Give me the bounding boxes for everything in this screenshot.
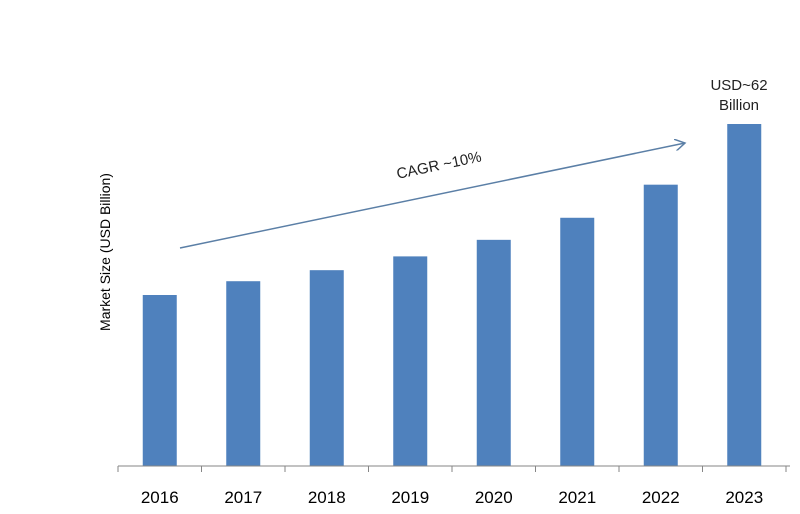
x-axis-ticks (117, 466, 787, 472)
x-tick-label-2020: 2020 (475, 488, 513, 507)
bar-2022 (643, 184, 678, 466)
last-bar-value-label-line1: USD~62 (710, 77, 767, 94)
bar-2016 (142, 295, 177, 466)
bars (142, 124, 762, 466)
x-tick-label-2016: 2016 (141, 488, 179, 507)
bar-2017 (226, 281, 261, 466)
x-tick-label-2022: 2022 (642, 488, 680, 507)
bar-2023 (727, 124, 762, 466)
x-axis-tick-labels: 2016 2017 2018 2019 2020 2021 2022 2023 (141, 488, 763, 507)
bar-2021 (560, 217, 595, 466)
x-tick-label-2018: 2018 (308, 488, 346, 507)
x-tick-label-2023: 2023 (725, 488, 763, 507)
y-axis-label: Market Size (USD Billion) (97, 173, 113, 331)
cagr-label: CAGR ~10% (395, 148, 483, 182)
bar-2020 (476, 239, 511, 466)
x-tick-label-2019: 2019 (391, 488, 429, 507)
bar-2018 (309, 270, 344, 466)
x-tick-label-2021: 2021 (558, 488, 596, 507)
x-tick-label-2017: 2017 (224, 488, 262, 507)
last-bar-value-label-line2: Billion (719, 97, 759, 114)
cagr-trend-arrow (179, 143, 685, 249)
bar-2019 (393, 256, 428, 466)
